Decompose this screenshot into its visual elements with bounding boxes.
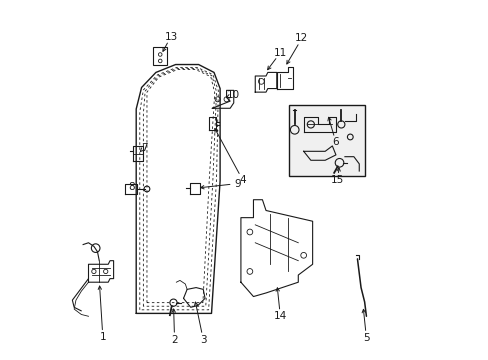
Text: 5: 5 <box>363 333 369 343</box>
Text: 2: 2 <box>171 334 178 345</box>
Text: 7: 7 <box>141 143 147 153</box>
Bar <box>289 105 364 176</box>
Bar <box>153 47 167 65</box>
Text: 8: 8 <box>128 182 135 192</box>
Text: 3: 3 <box>200 334 206 345</box>
Text: 6: 6 <box>332 138 339 147</box>
Text: 9: 9 <box>234 179 240 189</box>
Text: 10: 10 <box>227 90 240 100</box>
Text: 11: 11 <box>273 48 286 58</box>
Text: 1: 1 <box>100 332 106 342</box>
Text: 12: 12 <box>295 33 308 43</box>
Text: 13: 13 <box>164 32 177 41</box>
Text: 15: 15 <box>330 175 344 185</box>
Text: 4: 4 <box>239 175 245 185</box>
Text: 14: 14 <box>273 311 286 321</box>
